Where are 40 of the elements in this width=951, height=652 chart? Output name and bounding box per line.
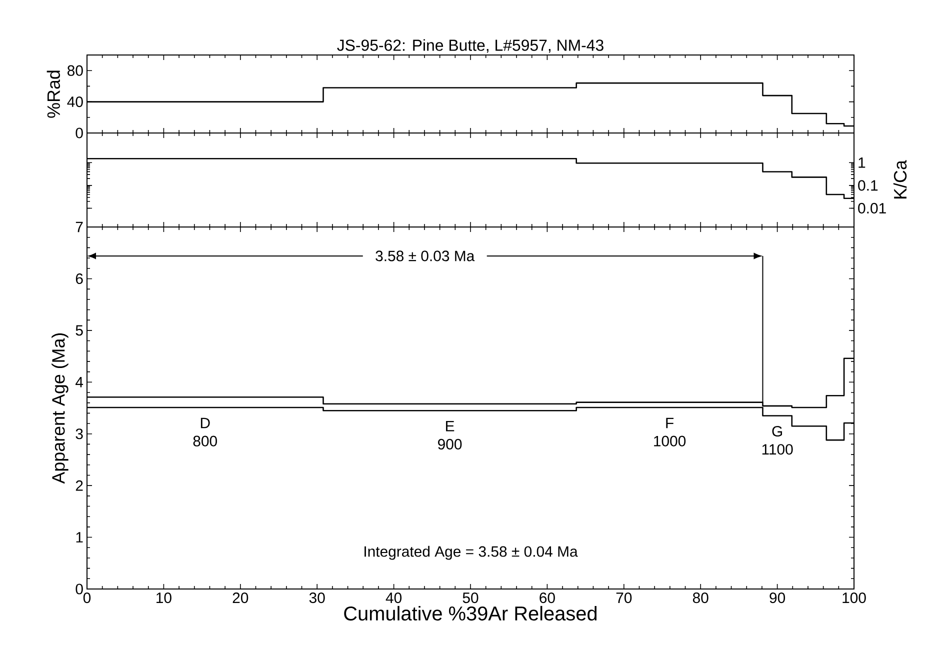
y-tick-label: 5 — [76, 325, 83, 336]
y-tick-label: 3 — [76, 428, 83, 440]
x-tick-label: 10 — [156, 592, 172, 604]
y-axis-title: Apparent Age (Ma) — [52, 333, 68, 484]
x-tick-label: 30 — [309, 592, 325, 604]
x-tick-label: 40 — [386, 592, 402, 604]
chart-title: JS-95-62: Pine Butte, L#5957, NM-43 — [337, 39, 604, 53]
x-tick-label: 60 — [540, 592, 555, 604]
y-axis-title: %Rad — [46, 70, 60, 118]
annotation: 1100 — [762, 444, 793, 455]
annotation: 1000 — [654, 436, 686, 446]
y-tick-label: 0 — [76, 128, 83, 138]
y-tick-label: 1 — [76, 532, 83, 542]
ref-line-label: 3.58 ± 0.03 Ma — [376, 250, 475, 262]
x-tick-label: 0 — [83, 592, 91, 604]
annotation: E — [446, 420, 454, 432]
x-tick-label: 50 — [462, 592, 478, 604]
annotation: D — [200, 418, 210, 428]
y-axis-title: K/Ca — [893, 160, 907, 198]
x-tick-label: 100 — [842, 592, 866, 604]
annotation: 800 — [193, 436, 217, 446]
y-tick-label: 7 — [76, 222, 83, 232]
x-tick-label: 80 — [692, 592, 708, 604]
y-tick-label: 0.1 — [858, 180, 878, 191]
y-tick-label: 0 — [76, 584, 83, 594]
annotation: F — [666, 418, 674, 428]
x-axis-title: Cumulative %39Ar Released — [344, 606, 597, 621]
annotation: 900 — [438, 438, 462, 450]
y-tick-label: 1 — [858, 158, 866, 168]
y-tick-label: 6 — [76, 273, 83, 284]
y-tick-label: 40 — [67, 96, 83, 108]
x-tick-label: 20 — [232, 592, 248, 604]
annotation: Integrated Age = 3.58 ± 0.04 Ma — [364, 546, 578, 560]
y-tick-label: 80 — [68, 65, 83, 76]
x-tick-label: 70 — [616, 592, 632, 604]
y-tick-label: 0.01 — [858, 202, 886, 214]
y-tick-label: 4 — [76, 377, 84, 388]
y-tick-label: 2 — [76, 480, 83, 491]
annotation: G — [772, 426, 782, 437]
x-tick-label: 90 — [770, 592, 786, 604]
